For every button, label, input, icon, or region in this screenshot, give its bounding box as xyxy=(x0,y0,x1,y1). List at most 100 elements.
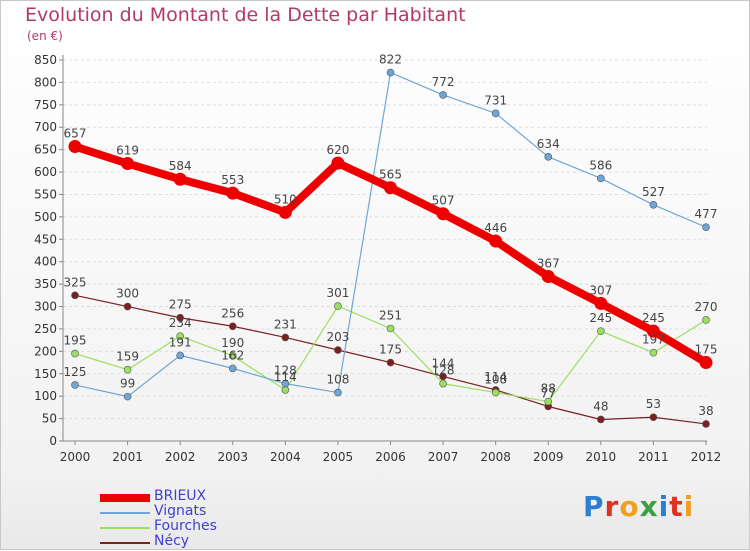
y-tick-label: 50 xyxy=(42,412,57,426)
data-point xyxy=(489,234,503,248)
data-point xyxy=(176,313,184,322)
data-point xyxy=(71,349,79,358)
y-tick-label: 200 xyxy=(34,344,57,358)
data-point xyxy=(226,186,240,200)
data-label: 175 xyxy=(379,343,402,357)
data-point xyxy=(597,327,605,335)
x-tick-label: 2008 xyxy=(480,450,511,464)
data-label: 203 xyxy=(326,330,349,344)
y-tick-label: 650 xyxy=(34,143,57,157)
y-tick-label: 0 xyxy=(49,434,57,448)
data-point xyxy=(176,351,184,360)
data-label: 620 xyxy=(326,143,349,157)
data-point xyxy=(228,352,237,360)
y-tick-label: 550 xyxy=(34,187,57,201)
data-label: 307 xyxy=(589,283,612,297)
x-tick-label: 2010 xyxy=(586,450,617,464)
y-tick-label: 100 xyxy=(34,389,57,403)
data-label: 99 xyxy=(120,377,135,391)
legend-label: BRIEUX xyxy=(154,488,207,504)
data-point xyxy=(597,415,605,424)
data-label: 256 xyxy=(221,306,244,320)
data-point xyxy=(123,392,132,401)
data-label: 325 xyxy=(64,275,87,289)
data-label: 231 xyxy=(274,317,297,331)
data-label: 584 xyxy=(169,159,192,173)
y-tick-label: 700 xyxy=(34,120,57,134)
data-label: 275 xyxy=(169,298,192,312)
data-point xyxy=(331,156,345,170)
legend-label: Nécy xyxy=(154,533,190,549)
data-label: 53 xyxy=(646,397,661,411)
data-point xyxy=(278,205,292,219)
chart-title: Evolution du Montant de la Dette par Hab… xyxy=(25,4,466,26)
data-point xyxy=(649,200,658,209)
data-point xyxy=(544,153,553,161)
data-label: 175 xyxy=(695,343,718,357)
legend-label: Fourches xyxy=(154,518,217,534)
data-point xyxy=(702,223,710,231)
data-point xyxy=(71,381,79,389)
data-point xyxy=(123,302,132,311)
data-label: 251 xyxy=(379,308,402,322)
data-label: 300 xyxy=(116,287,139,301)
data-label: 162 xyxy=(221,348,244,362)
data-point xyxy=(702,420,710,428)
data-label: 301 xyxy=(326,286,349,300)
data-point xyxy=(386,358,395,367)
data-label: 77 xyxy=(541,386,556,400)
data-label: 553 xyxy=(221,173,244,187)
data-label: 619 xyxy=(116,144,139,158)
data-point xyxy=(228,322,237,331)
data-point xyxy=(71,291,79,300)
data-label: 190 xyxy=(221,336,244,350)
data-point xyxy=(649,413,658,422)
data-label: 245 xyxy=(642,311,665,325)
data-point xyxy=(228,364,237,373)
data-point xyxy=(436,207,450,221)
legend-swatch xyxy=(100,527,150,529)
legend-swatch xyxy=(100,542,150,544)
y-tick-label: 300 xyxy=(34,300,57,314)
data-label: 125 xyxy=(64,365,87,379)
x-tick-label: 2001 xyxy=(112,450,143,464)
data-point xyxy=(386,68,395,77)
data-point xyxy=(491,388,500,397)
data-label: 197 xyxy=(642,333,665,347)
data-point xyxy=(439,91,447,99)
data-point xyxy=(334,388,342,397)
data-label: 38 xyxy=(698,404,713,418)
data-label: 108 xyxy=(326,373,349,387)
data-point xyxy=(386,324,395,333)
data-label: 88 xyxy=(541,382,556,396)
data-label: 114 xyxy=(484,370,507,384)
data-point xyxy=(281,379,290,388)
x-tick-label: 2012 xyxy=(691,450,722,464)
data-point xyxy=(646,324,660,338)
data-point xyxy=(544,397,553,406)
data-point xyxy=(649,348,658,357)
x-tick-label: 2005 xyxy=(323,450,354,464)
data-label: 510 xyxy=(274,192,297,206)
y-tick-label: 150 xyxy=(34,367,57,381)
data-point xyxy=(176,332,184,340)
data-point xyxy=(699,356,713,370)
data-point xyxy=(439,379,447,388)
data-point xyxy=(702,316,710,324)
data-point xyxy=(68,140,82,154)
y-tick-label: 500 xyxy=(34,210,57,224)
y-tick-label: 250 xyxy=(34,322,57,336)
data-point xyxy=(594,296,608,310)
data-label: 128 xyxy=(274,364,297,378)
chart-subtitle: (en €) xyxy=(27,29,63,43)
y-tick-label: 350 xyxy=(34,277,57,291)
data-label: 195 xyxy=(64,334,87,348)
data-label: 586 xyxy=(589,158,612,172)
data-point xyxy=(173,172,187,186)
data-point xyxy=(281,333,290,342)
data-label: 234 xyxy=(169,316,192,330)
data-point xyxy=(597,174,605,183)
data-label: 772 xyxy=(432,75,455,89)
